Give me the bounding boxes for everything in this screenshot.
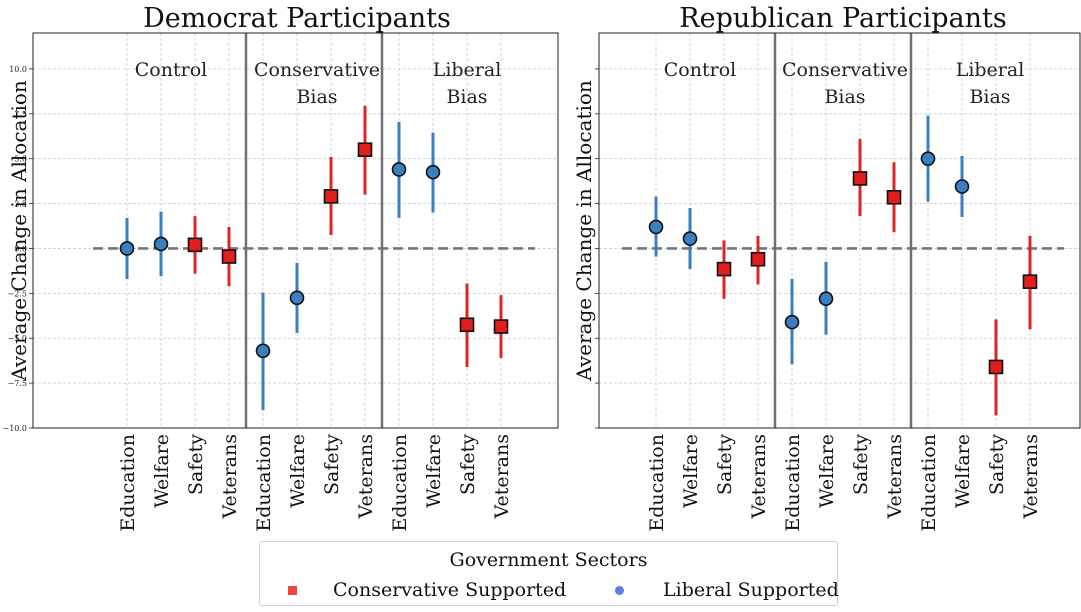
x-tick-label: Welfare xyxy=(680,434,702,508)
x-tick-label: Veterans xyxy=(219,434,241,520)
x-tick-label: Education xyxy=(253,434,275,532)
x-tick-label: Welfare xyxy=(816,434,838,508)
x-tick-label: Safety xyxy=(457,434,479,495)
data-point-square xyxy=(323,189,339,204)
x-tick-label: Veterans xyxy=(884,434,906,520)
x-tick-label: Welfare xyxy=(952,434,974,508)
x-tick-label: Education xyxy=(117,434,139,532)
legend: Government Sectors Conservative Supporte… xyxy=(259,541,839,606)
y-tick-label: 2.5 xyxy=(14,200,27,209)
y-tick-label: −2.5 xyxy=(8,289,27,298)
circle-marker-icon xyxy=(615,586,624,595)
x-tick-label: Veterans xyxy=(748,434,770,520)
x-tick-label: Welfare xyxy=(151,434,173,508)
y-tick-label: −10.0 xyxy=(2,424,27,433)
data-point-square xyxy=(459,317,475,333)
group-label: Bias xyxy=(446,86,487,108)
data-point-circle xyxy=(255,343,271,359)
legend-title: Government Sectors xyxy=(449,549,648,571)
data-point-square xyxy=(1022,274,1038,289)
data-point-square xyxy=(852,171,868,186)
x-tick-label: Education xyxy=(782,434,804,532)
group-label: Bias xyxy=(824,86,865,108)
x-tick-label: Welfare xyxy=(287,434,309,508)
plot-frame xyxy=(598,32,1081,429)
data-point-circle xyxy=(920,151,936,166)
data-point-circle xyxy=(818,291,834,307)
x-tick-label: Veterans xyxy=(355,434,377,520)
x-tick-label: Safety xyxy=(321,434,343,495)
y-tick-label: −7.5 xyxy=(8,379,27,388)
data-point-circle xyxy=(425,164,441,180)
data-point-square xyxy=(886,189,902,205)
republican-panel: Control Conservative Bias Liberal Bias Educat… xyxy=(572,3,1081,532)
data-point-square xyxy=(716,261,732,277)
square-marker-icon xyxy=(288,586,297,595)
data-point-square xyxy=(493,319,509,334)
x-tick-label: Safety xyxy=(185,434,207,495)
x-tick-label: Education xyxy=(646,434,668,532)
data-point-circle xyxy=(289,290,305,306)
data-point-circle xyxy=(648,219,664,235)
x-tick-label: Safety xyxy=(986,434,1008,495)
plot-frame xyxy=(32,32,559,429)
x-tick-label: Safety xyxy=(850,434,872,495)
group-label: Conservative xyxy=(254,59,380,81)
data-point-circle xyxy=(391,162,407,177)
legend-label-liberal: Liberal Supported xyxy=(663,579,839,601)
democrat-panel: −10.0 −7.5 −5.0 −2.5 0.0 2.5 5.0 7.5 10.0 Control… xyxy=(2,3,559,532)
data-point-circle xyxy=(954,179,970,194)
x-tick-label: Education xyxy=(389,434,411,532)
data-point-circle xyxy=(784,314,800,330)
legend-label-conservative: Conservative Supported xyxy=(333,579,567,601)
y-axis-label: Average Change in Allocation xyxy=(7,80,31,382)
group-label: Bias xyxy=(969,86,1010,108)
y-tick-label: 0.0 xyxy=(14,244,27,253)
group-label: Bias xyxy=(296,86,337,108)
data-point-square xyxy=(750,251,766,267)
data-point-square xyxy=(988,359,1004,375)
data-point-square xyxy=(357,142,373,158)
panel-title: Republican Participants xyxy=(679,3,1006,34)
group-label: Liberal xyxy=(956,59,1025,81)
data-point-circle xyxy=(682,231,698,246)
data-point-square xyxy=(221,249,237,264)
y-tick-label: −5.0 xyxy=(8,334,27,343)
group-label: Liberal xyxy=(433,59,502,81)
x-tick-label: Veterans xyxy=(1020,434,1042,520)
x-tick-label: Safety xyxy=(714,434,736,495)
y-axis-label: Average Change in Allocation xyxy=(572,80,596,382)
panel-title: Democrat Participants xyxy=(143,3,451,34)
x-tick-label: Education xyxy=(918,434,940,532)
y-tick-label: 10.0 xyxy=(9,65,27,74)
group-label: Control xyxy=(135,59,207,81)
group-label: Conservative xyxy=(782,59,908,81)
data-point-square xyxy=(187,237,203,253)
y-tick-label: 5.0 xyxy=(14,155,27,164)
y-tick-label: 7.5 xyxy=(14,110,27,119)
data-point-circle xyxy=(119,241,135,256)
x-tick-label: Welfare xyxy=(423,434,445,508)
x-tick-label: Veterans xyxy=(491,434,513,520)
group-label: Control xyxy=(664,59,736,81)
data-point-circle xyxy=(153,236,169,252)
